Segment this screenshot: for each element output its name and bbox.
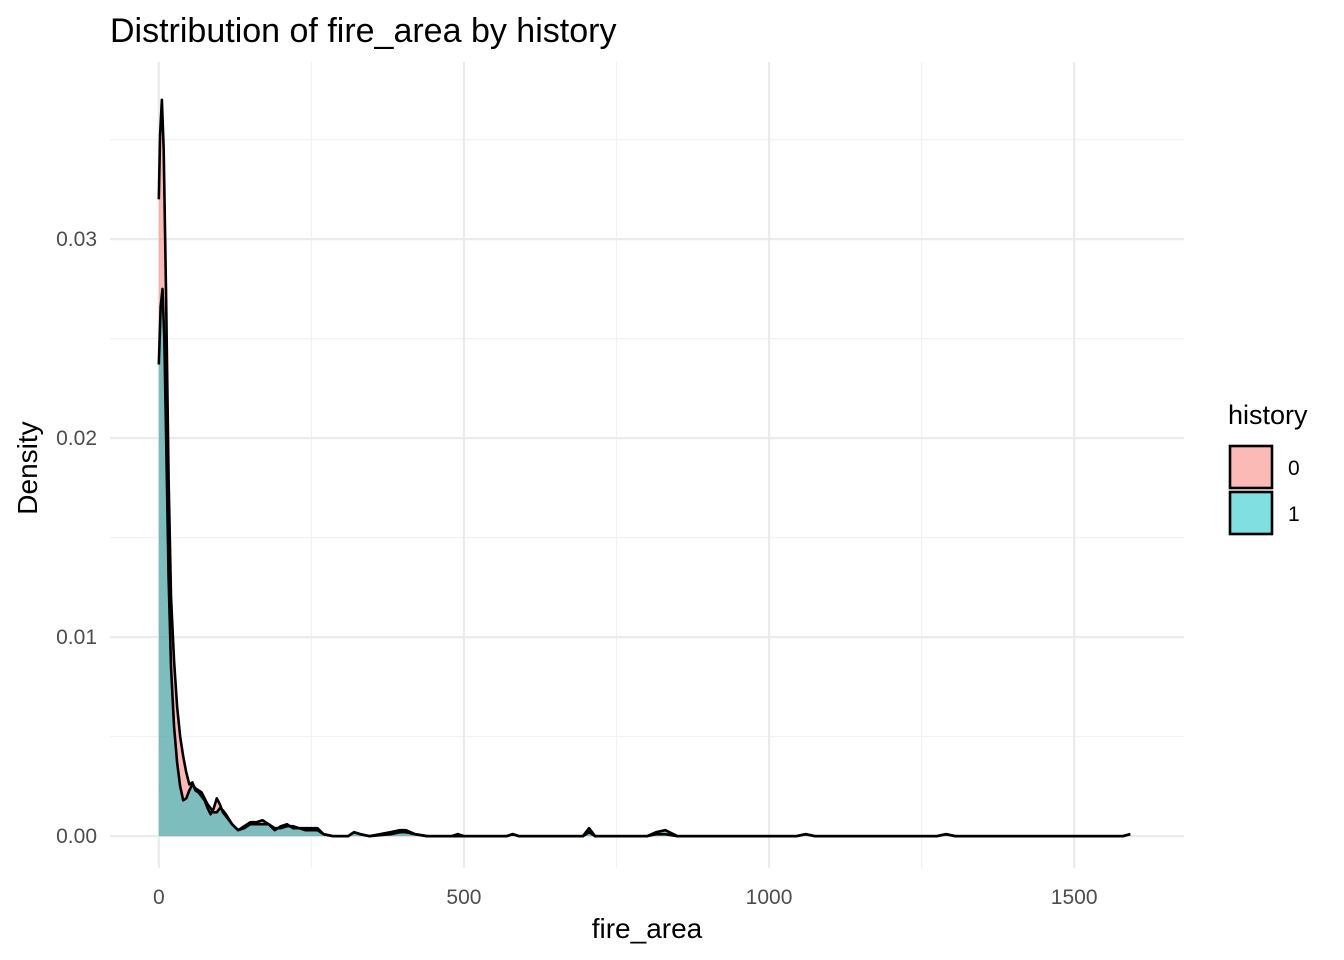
legend-title: history [1228,400,1308,430]
y-tick-label: 0.00 [56,825,97,848]
y-tick-label: 0.03 [56,228,97,251]
x-tick-label: 500 [446,886,481,909]
chart-title: Distribution of fire_area by history [110,12,616,50]
y-axis-ticks: 0.00 0.01 0.02 0.03 [56,228,97,848]
legend: history 0 1 [1228,400,1308,536]
x-tick-label: 1000 [746,886,793,909]
x-tick-label: 1500 [1051,886,1098,909]
x-tick-label: 0 [153,886,165,909]
y-tick-label: 0.01 [56,626,97,649]
legend-label-history-0: 0 [1288,457,1300,480]
density-lines [157,98,1131,838]
x-axis-ticks: 0 500 1000 1500 [153,886,1098,909]
legend-key-history-0 [1228,444,1274,490]
density-line-history-1 [157,287,1131,838]
x-axis-title: fire_area [592,913,703,944]
y-tick-label: 0.02 [56,427,97,450]
y-axis-title: Density [12,421,43,514]
legend-key-history-1 [1228,490,1274,536]
legend-label-history-1: 1 [1288,503,1300,526]
